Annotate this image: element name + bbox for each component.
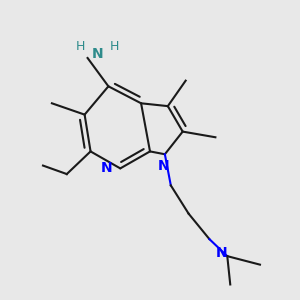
Text: N: N: [215, 246, 227, 260]
Text: H: H: [110, 40, 119, 53]
Text: N: N: [158, 159, 169, 172]
Text: N: N: [101, 161, 113, 176]
Text: H: H: [76, 40, 85, 53]
Text: N: N: [92, 47, 104, 61]
